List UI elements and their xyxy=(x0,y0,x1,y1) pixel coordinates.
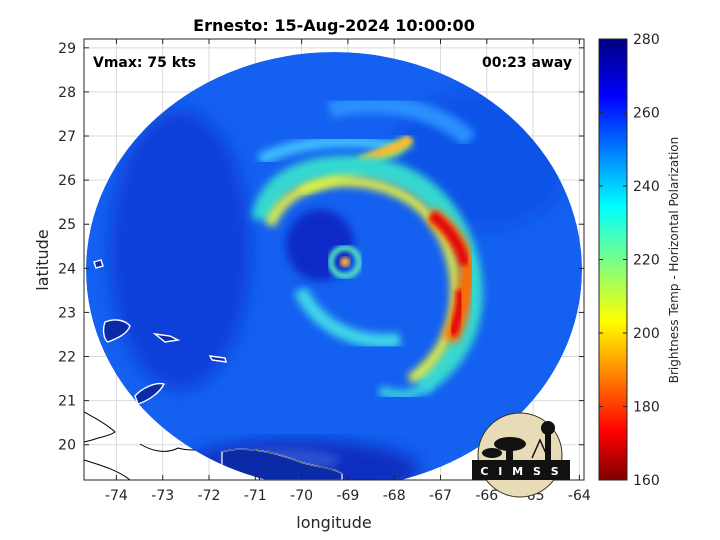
islands xyxy=(93,259,227,405)
colorbar-scale xyxy=(598,38,628,481)
x-tick-label: -73 xyxy=(151,488,174,504)
microwave-swath xyxy=(86,52,582,480)
colorbar-tick-label: 220 xyxy=(633,253,660,269)
colorbar-tick-label: 160 xyxy=(633,473,660,489)
y-axis: 20 21 22 23 24 25 26 27 28 29 xyxy=(58,41,584,454)
y-tick-label: 26 xyxy=(58,173,76,189)
x-tick-label: -69 xyxy=(336,488,359,504)
y-tick-label: 22 xyxy=(58,350,76,366)
cimss-logo-text: C I M S S xyxy=(480,465,561,478)
x-tick-label: -68 xyxy=(383,488,406,504)
x-tick-label: -74 xyxy=(105,488,128,504)
y-tick-label: 29 xyxy=(58,41,76,57)
y-tick-label: 21 xyxy=(58,394,76,410)
x-tick-label: -70 xyxy=(290,488,313,504)
x-tick-label: -67 xyxy=(429,488,452,504)
colorbar-tick-label: 240 xyxy=(633,179,660,195)
colorbar-label: Brightness Temp - Horizontal Polarizatio… xyxy=(667,137,681,384)
vmax-label: Vmax: 75 kts xyxy=(93,55,196,71)
x-tick-label: -71 xyxy=(244,488,267,504)
cimss-logo: C I M S S xyxy=(472,412,570,498)
x-tick-label: -72 xyxy=(198,488,221,504)
y-tick-label: 27 xyxy=(58,129,76,145)
y-tick-label: 28 xyxy=(58,85,76,101)
y-tick-label: 20 xyxy=(58,438,76,454)
y-tick-label: 24 xyxy=(58,261,76,277)
y-tick-label: 25 xyxy=(58,217,76,233)
map-frame xyxy=(83,38,585,481)
colorbar-tick-label: 260 xyxy=(633,106,660,122)
x-tick-label: -66 xyxy=(475,488,498,504)
colorbar: 160 180 200 220 240 260 280 Brightness Temp - … xyxy=(598,32,681,489)
x-axis: -74 -73 -72 -71 -70 -69 -68 -67 -66 -65 -64 xyxy=(105,39,591,504)
map-title: Ernesto: 15-Aug-2024 10:00:00 xyxy=(193,16,475,35)
x-tick-label: -64 xyxy=(568,488,591,504)
colorbar-tick-label: 280 xyxy=(633,32,660,48)
colorbar-tick-label: 180 xyxy=(633,400,660,416)
x-axis-label: longitude xyxy=(296,513,371,532)
y-tick-label: 23 xyxy=(58,305,76,321)
colorbar-ticks: 160 180 200 220 240 260 280 xyxy=(599,32,660,489)
time-away-label: 00:23 away xyxy=(482,55,572,71)
colorbar-tick-label: 200 xyxy=(633,326,660,342)
y-axis-label: latitude xyxy=(33,229,52,290)
